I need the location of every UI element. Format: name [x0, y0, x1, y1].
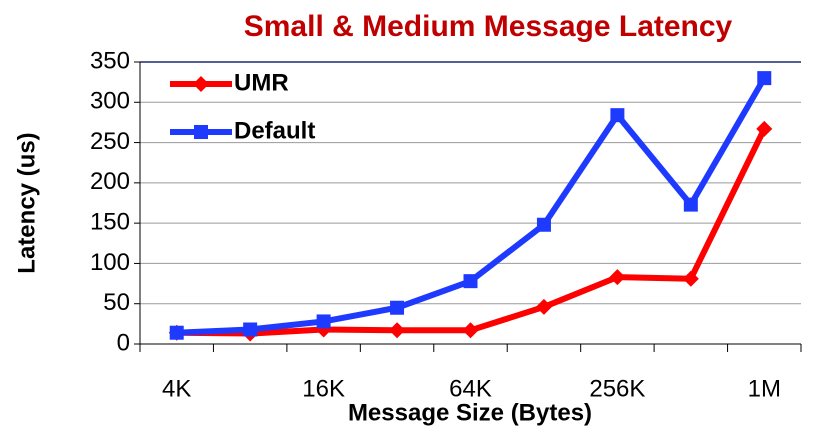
y-tick-label: 300: [90, 88, 130, 115]
marker: [389, 322, 406, 339]
y-tick-label: 350: [90, 47, 130, 74]
y-tick-label: 150: [90, 208, 130, 235]
marker: [194, 125, 208, 139]
marker: [757, 71, 772, 86]
x-tick-label: 256K: [589, 375, 645, 402]
chart-title: Small & Medium Message Latency: [244, 10, 733, 43]
legend-label: UMR: [234, 69, 289, 96]
marker: [463, 274, 478, 289]
x-tick-label: 64K: [449, 375, 492, 402]
x-tick-label: 4K: [162, 375, 191, 402]
marker: [682, 270, 699, 287]
marker: [756, 120, 773, 137]
marker: [193, 76, 209, 92]
legend-label: Default: [234, 117, 315, 144]
marker: [390, 300, 405, 315]
marker: [462, 322, 479, 339]
y-tick-label: 200: [90, 168, 130, 195]
marker: [683, 197, 698, 212]
y-tick-label: 0: [117, 329, 130, 356]
marker: [610, 108, 625, 123]
marker: [609, 269, 626, 286]
marker: [536, 217, 551, 232]
series-line: [176, 127, 767, 337]
y-tick-label: 50: [103, 289, 130, 316]
y-tick-label: 250: [90, 128, 130, 155]
marker: [316, 314, 331, 329]
x-tick-label: 1M: [748, 375, 781, 402]
marker: [169, 325, 184, 340]
y-axis-label: Latency (us): [13, 132, 40, 273]
marker: [243, 322, 258, 337]
marker: [535, 298, 552, 315]
series-line: [176, 76, 767, 336]
y-tick-label: 100: [90, 249, 130, 276]
x-axis-label: Message Size (Bytes): [348, 399, 592, 426]
x-tick-label: 16K: [302, 375, 345, 402]
